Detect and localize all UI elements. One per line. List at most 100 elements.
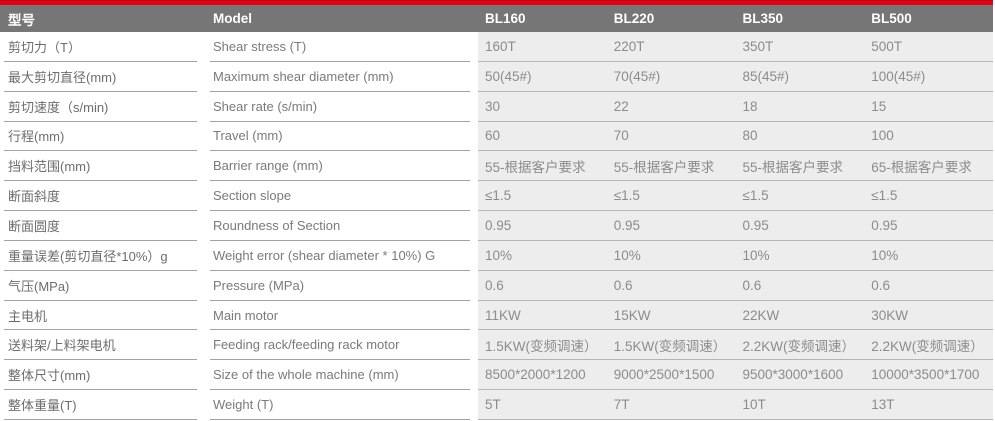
spec-value-bl220: 9000*2500*1500 [613,367,715,383]
spec-value-bl350: ≤1.5 [742,188,769,204]
spec-label-cn: 主电机 [4,301,197,331]
spec-value-bl220: 55-根据客户要求 [613,159,715,175]
spec-label-en: Feeding rack/feeding rack motor [210,330,470,361]
spec-values: 0.95 0.95 0.95 0.95 [478,211,993,241]
spec-value-bl220: 220T [613,38,645,54]
spec-value-bl160: 55-根据客户要求 [485,159,586,175]
spec-label-cn: 最大剪切直径(mm) [4,62,197,92]
spec-value-bl350: 9500*3000*1600 [742,367,844,383]
spec-label-cn: 挡料范围(mm) [4,151,197,182]
spec-label-cn: 送料架/上料架电机 [4,330,197,361]
spec-value-bl350: 18 [742,98,758,114]
table-row: 整体尺寸(mm) Size of the whole machine (mm) … [0,360,993,391]
spec-label-en: Maximum shear diameter (mm) [210,62,470,92]
spec-value-bl350: 85(45#) [742,68,790,84]
spec-values: 10% 10% 10% 10% [478,240,993,271]
spec-label-cn: 断面圆度 [4,211,197,241]
spec-value-bl160: 0.95 [485,217,512,233]
spec-value-bl500: ≤1.5 [871,188,898,204]
spec-value-bl500: 30KW [871,307,909,323]
header-col-bl350: BL350 [742,11,784,26]
spec-values: 8500*2000*1200 9000*2500*1500 9500*3000*… [478,360,993,391]
spec-label-cn: 整体尺寸(mm) [4,360,197,391]
spec-label-en: Weight error (shear diameter * 10%) G [210,241,470,271]
spec-value-bl220: 0.6 [613,277,633,293]
table-row: 主电机 Main motor 11KW 15KW 22KW 30KW [0,300,993,331]
table-row: 气压(MPa) Pressure (MPa) 0.6 0.6 0.6 0.6 [0,270,993,301]
spec-label-en: Barrier range (mm) [210,151,470,182]
spec-label-en: Shear rate (s/min) [210,92,470,122]
spec-value-bl220: 15KW [613,307,651,323]
spec-label-en: Section slope [210,181,470,212]
spec-label-en: Pressure (MPa) [210,271,470,301]
spec-value-bl220: 70 [613,128,629,144]
spec-value-bl500: 13T [871,397,895,413]
spec-value-bl160: 160T [485,38,516,54]
spec-label-en: Travel (mm) [210,122,470,152]
spec-label-cn: 断面斜度 [4,181,197,212]
spec-value-bl350: 10% [742,247,770,263]
spec-value-bl350: 0.6 [742,277,762,293]
spec-label-en: Roundness of Section [210,211,470,241]
spec-value-bl350: 10T [742,397,766,413]
spec-value-bl500: 15 [871,98,887,114]
spec-value-bl220: ≤1.5 [613,188,640,204]
spec-value-bl500: 2.2KW(变频调速） [871,338,984,354]
spec-value-bl160: 8500*2000*1200 [485,367,586,383]
spec-value-bl500: 10% [871,247,899,263]
table-row: 重量误差(剪切直径*10%）g Weight error (shear diam… [0,240,993,271]
table-row: 挡料范围(mm) Barrier range (mm) 55-根据客户要求 55… [0,151,993,182]
spec-values: 11KW 15KW 22KW 30KW [478,300,993,331]
spec-value-bl350: 0.95 [742,217,769,233]
spec-label-en: Size of the whole machine (mm) [210,360,470,391]
spec-values: 55-根据客户要求 55-根据客户要求 55-根据客户要求 65-根据客户要求 [478,151,993,182]
spec-value-bl500: 500T [871,38,903,54]
spec-value-bl350: 55-根据客户要求 [742,159,844,175]
spec-value-bl220: 22 [613,98,629,114]
table-body: 剪切力（T） Shear stress (T) 160T 220T 350T 5… [0,32,993,420]
spec-value-bl220: 1.5KW(变频调速） [613,338,727,354]
table-row: 整体重量(T) Weight (T) 5T 7T 10T 13T [0,390,993,420]
spec-values: 1.5KW(变频调速） 1.5KW(变频调速） 2.2KW(变频调速） 2.2K… [478,330,993,361]
spec-value-bl220: 0.95 [613,217,641,233]
table-row: 最大剪切直径(mm) Maximum shear diameter (mm) 5… [0,61,993,92]
spec-value-bl500: 100 [871,128,894,144]
spec-value-bl350: 80 [742,128,758,144]
table-row: 断面斜度 Section slope ≤1.5 ≤1.5 ≤1.5 ≤1.5 [0,181,993,212]
spec-label-cn: 行程(mm) [4,122,197,152]
spec-value-bl350: 22KW [742,307,780,323]
header-model-cn: 型号 [8,12,35,28]
spec-label-cn: 整体重量(T) [4,390,197,420]
spec-value-bl500: 10000*3500*1700 [871,367,980,383]
spec-values: 5T 7T 10T 13T [478,390,993,420]
spec-values: ≤1.5 ≤1.5 ≤1.5 ≤1.5 [478,181,993,212]
spec-label-en: Shear stress (T) [210,32,470,62]
header-col-bl500: BL500 [871,11,912,26]
spec-value-bl500: 100(45#) [871,68,926,84]
spec-values: 30 22 18 15 [478,91,993,122]
spec-value-bl500: 0.95 [871,217,898,233]
spec-values: 0.6 0.6 0.6 0.6 [478,270,993,301]
spec-value-bl500: 65-根据客户要求 [871,159,972,175]
spec-value-bl220: 10% [613,247,641,263]
spec-value-bl160: 5T [485,397,501,413]
spec-label-cn: 剪切速度（s/min) [4,92,197,122]
spec-values: 160T 220T 350T 500T [478,32,993,62]
table-row: 送料架/上料架电机 Feeding rack/feeding rack moto… [0,330,993,361]
spec-value-bl160: 60 [485,128,501,144]
spec-value-bl160: 1.5KW(变频调速） [485,338,598,354]
spec-value-bl160: 10% [485,247,513,263]
table-header-row: 型号 Model BL160 BL220 BL350 BL500 [0,5,993,32]
spec-value-bl220: 7T [613,397,630,413]
header-model-en: Model [213,11,252,26]
table-row: 行程(mm) Travel (mm) 60 70 80 100 [0,121,993,152]
spec-value-bl160: 50(45#) [485,68,532,84]
table-row: 剪切速度（s/min) Shear rate (s/min) 30 22 18 … [0,91,993,122]
spec-values: 50(45#) 70(45#) 85(45#) 100(45#) [478,61,993,92]
header-col-bl220: BL220 [613,11,655,26]
spec-label-cn: 重量误差(剪切直径*10%）g [4,241,197,271]
spec-label-cn: 剪切力（T） [4,32,197,62]
table-row: 剪切力（T） Shear stress (T) 160T 220T 350T 5… [0,32,993,62]
spec-label-en: Weight (T) [210,390,470,420]
